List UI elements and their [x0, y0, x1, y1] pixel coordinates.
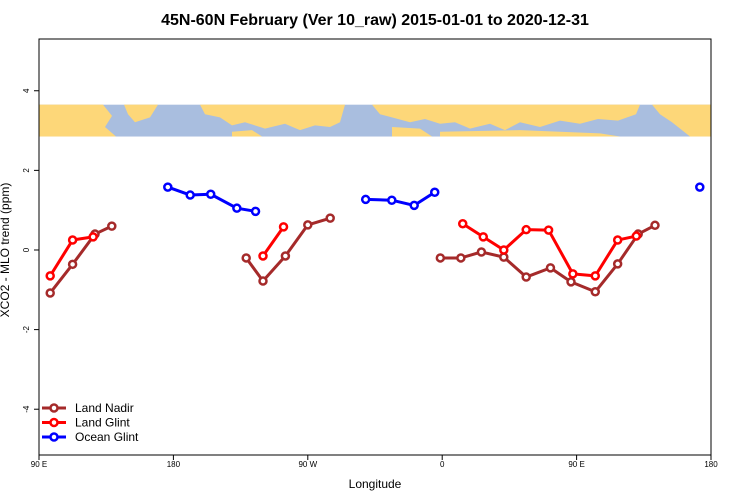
land-nadir-point	[545, 263, 556, 273]
ocean-glint-point	[429, 187, 440, 198]
land-glint-line	[261, 226, 285, 257]
land-nadir-point	[280, 251, 291, 261]
land-nadir-point	[325, 213, 335, 223]
ocean-glint-point	[205, 189, 216, 200]
x-tick-label: 180	[704, 460, 718, 469]
land-glint-point	[278, 222, 289, 232]
land-nadir-line	[49, 224, 113, 294]
legend-swatch-marker	[49, 417, 59, 428]
land-nadir-point	[476, 247, 487, 257]
x-axis-title: Longitude	[349, 477, 402, 491]
x-tick-label: 0	[440, 460, 445, 469]
land-nadir-point	[303, 220, 313, 230]
land-glint-point	[457, 218, 468, 229]
land-glint-point	[590, 271, 601, 281]
map-land-0	[39, 104, 116, 137]
ocean-glint-point	[360, 194, 371, 205]
legend-label: Ocean Glint	[75, 430, 139, 444]
land-nadir-point	[107, 221, 117, 231]
ocean-glint-point	[163, 182, 173, 192]
series-ocean-glint	[163, 182, 705, 217]
land-glint-point	[499, 245, 509, 255]
legend-label: Land Glint	[75, 416, 130, 430]
legend-swatch-marker	[49, 403, 59, 413]
land-nadir-point	[456, 253, 466, 263]
ocean-glint-point	[250, 206, 261, 217]
land-glint-point	[258, 251, 268, 261]
map-land-4	[372, 104, 640, 131]
land-nadir-line	[440, 223, 656, 294]
ocean-glint-point	[232, 203, 242, 213]
legend-item-ocean-glint: Ocean Glint	[42, 430, 139, 444]
legend-item-land-nadir: Land Nadir	[42, 401, 134, 415]
x-axis: 90 E 180 90 W 0 90 E 180	[31, 455, 718, 469]
land-glint-point	[45, 271, 55, 281]
land-nadir-point	[590, 287, 601, 297]
land-glint-point	[631, 231, 642, 241]
y-tick-label: -2	[22, 326, 31, 334]
series-land-nadir	[45, 213, 660, 298]
land-glint-point	[568, 269, 578, 279]
land-nadir-point	[45, 288, 55, 298]
y-axis-title: XCO2 - MLO trend (ppm)	[0, 183, 12, 318]
x-tick-label: 90 E	[31, 460, 47, 469]
plot-frame	[38, 38, 712, 456]
ocean-glint-line	[365, 190, 436, 207]
land-nadir-point	[612, 259, 623, 269]
y-tick-label: 0	[22, 247, 31, 252]
land-nadir-point	[241, 253, 251, 263]
series-land-glint	[45, 218, 642, 281]
map-land-1	[124, 104, 158, 123]
series-layer	[45, 182, 705, 298]
map-land-2	[200, 104, 345, 131]
land-nadir-point	[566, 277, 576, 287]
land-glint-point	[612, 235, 623, 245]
y-tick-label: 2	[22, 168, 31, 173]
legend-swatch-marker	[49, 432, 59, 442]
land-glint-point	[478, 232, 489, 242]
map-land-5	[392, 126, 432, 137]
land-glint-point	[67, 235, 78, 245]
x-tick-label: 90 W	[298, 460, 317, 469]
world-map-band	[39, 104, 711, 137]
land-nadir-point	[435, 253, 446, 263]
y-tick-label: -4	[22, 405, 31, 413]
ocean-glint-point	[409, 200, 419, 211]
land-glint-point	[543, 225, 554, 235]
x-tick-label: 90 E	[568, 460, 584, 469]
ocean-glint-point	[387, 195, 397, 205]
x-tick-label: 180	[167, 460, 181, 469]
y-axis: -4 -2 0 2 4	[22, 88, 39, 413]
y-tick-label: 4	[22, 88, 31, 93]
map-land-6	[440, 130, 620, 137]
land-nadir-point	[67, 259, 78, 270]
chart-title: 45N-60N February (Ver 10_raw) 2015-01-01…	[161, 12, 589, 29]
map-land-7	[652, 104, 711, 137]
land-nadir-point	[650, 220, 660, 231]
land-nadir-point	[521, 272, 531, 282]
ocean-glint-point	[695, 182, 705, 192]
legend-item-land-glint: Land Glint	[42, 416, 130, 430]
land-glint-point	[521, 224, 531, 235]
ocean-glint-point	[185, 190, 195, 200]
land-glint-point	[88, 232, 98, 242]
map-land-3	[232, 130, 262, 137]
land-nadir-point	[258, 276, 268, 286]
legend-label: Land Nadir	[75, 401, 134, 415]
